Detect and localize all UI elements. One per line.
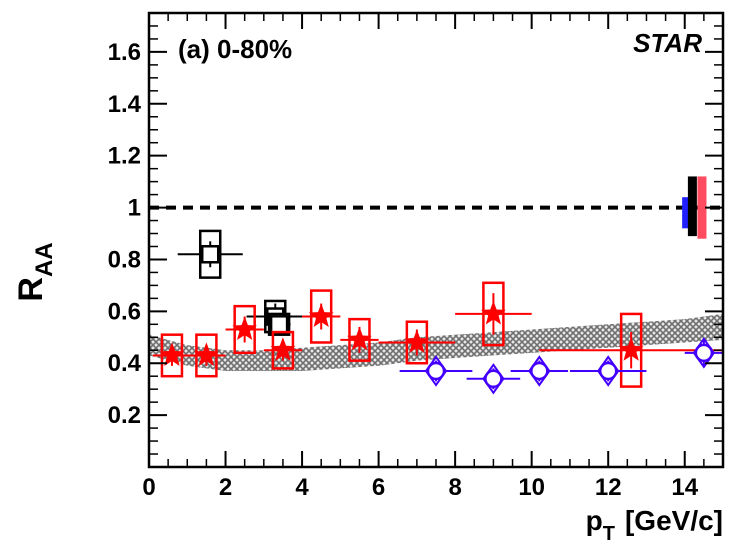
x-tick-label: 10 <box>518 474 545 501</box>
star-marker <box>232 316 257 340</box>
y-tick-label: 0.2 <box>108 402 141 429</box>
star-marker <box>270 337 296 361</box>
star-marker <box>618 337 644 361</box>
data-point <box>466 363 521 395</box>
y-tick-label: 1 <box>128 195 141 222</box>
data-point <box>302 289 341 344</box>
plot-frame <box>147 11 725 469</box>
series-filled-star <box>152 281 723 388</box>
x-tick-label: 6 <box>372 474 385 501</box>
data-point <box>340 317 379 362</box>
data-point <box>510 355 569 387</box>
x-tick-label: 2 <box>219 474 232 501</box>
star-marker <box>159 342 185 366</box>
normalization-box-layer <box>682 176 707 239</box>
normalization-box <box>697 176 707 239</box>
circle-marker <box>484 369 503 389</box>
data-point <box>225 304 264 355</box>
x-tick-label: 12 <box>595 474 622 501</box>
star-marker <box>404 329 430 353</box>
data-point <box>455 281 532 347</box>
circle-marker <box>598 361 618 381</box>
series-open-circle-diamond <box>399 337 723 395</box>
x-tick-label: 14 <box>671 474 698 501</box>
data-point <box>177 229 243 279</box>
y-axis-title-main: R <box>12 277 50 302</box>
data-point <box>684 337 723 369</box>
y-tick-label: 0.8 <box>108 246 141 273</box>
x-axis-title-sub: T <box>603 523 615 545</box>
circle-marker <box>426 361 446 381</box>
x-axis-title-main: p <box>586 505 603 536</box>
data-marker-layer <box>152 229 723 395</box>
y-tick-label: 1.6 <box>108 39 141 66</box>
square-marker <box>200 245 220 264</box>
series-open-square <box>177 229 304 336</box>
circle-marker <box>530 361 549 381</box>
panel-label: (a) 0-80% <box>178 34 292 64</box>
data-point <box>263 330 303 370</box>
y-tick-label: 1.4 <box>108 91 142 118</box>
experiment-label: STAR <box>633 28 702 58</box>
normalization-box <box>682 197 692 229</box>
star-marker <box>481 300 506 325</box>
x-axis-title-unit: [GeV/c] <box>625 505 723 536</box>
star-marker <box>308 303 334 327</box>
y-tick-label: 1.2 <box>108 143 141 170</box>
x-tick-label: 8 <box>448 474 461 501</box>
circle-marker <box>694 343 714 363</box>
star-marker <box>194 342 219 366</box>
x-tick-label: 4 <box>295 474 309 501</box>
y-axis-title-sub: AA <box>31 242 58 277</box>
y-tick-label: 0.6 <box>108 298 141 325</box>
data-point <box>187 333 226 378</box>
data-point <box>399 355 473 387</box>
data-point <box>152 333 192 378</box>
x-tick-label: 0 <box>142 474 155 501</box>
x-axis-title: pT [GeV/c] <box>586 505 723 545</box>
data-point <box>569 355 647 387</box>
square-marker <box>269 315 289 334</box>
data-point <box>539 312 723 388</box>
data-point <box>378 320 456 365</box>
y-axis-title: RAA <box>12 242 58 301</box>
star-marker <box>347 326 372 351</box>
axes: 0 2 4 6 8 10 12 14 0.2 0.4 0.6 0.8 1 1.2 1.4 1.6 <box>108 11 725 501</box>
normalization-box <box>687 176 697 237</box>
y-tick-label: 0.4 <box>108 350 142 377</box>
